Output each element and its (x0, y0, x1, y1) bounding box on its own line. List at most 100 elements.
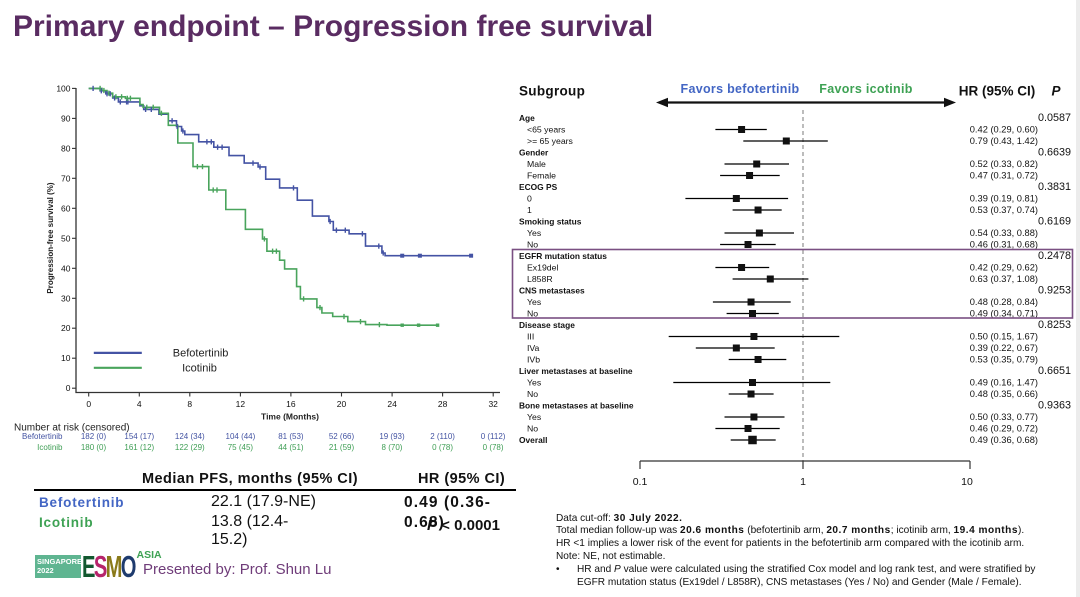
svg-text:Yes: Yes (527, 297, 542, 307)
svg-text:IVb: IVb (527, 355, 540, 365)
svg-text:180 (0): 180 (0) (81, 443, 107, 452)
svg-text:No: No (527, 389, 538, 399)
svg-text:0.42 (0.29, 0.62): 0.42 (0.29, 0.62) (970, 263, 1038, 273)
svg-text:0.46 (0.31, 0.68): 0.46 (0.31, 0.68) (970, 240, 1038, 250)
svg-text:Favors icotinib: Favors icotinib (819, 82, 912, 96)
svg-text:0 (112): 0 (112) (481, 432, 506, 441)
svg-text:No: No (527, 240, 538, 250)
svg-text:0 (78): 0 (78) (432, 443, 453, 452)
svg-text:104 (44): 104 (44) (226, 432, 256, 441)
svg-text:0.42 (0.29, 0.60): 0.42 (0.29, 0.60) (970, 125, 1038, 135)
svg-text:0.49 (0.16, 1.47): 0.49 (0.16, 1.47) (970, 378, 1038, 388)
svg-text:0.50 (0.33, 0.77): 0.50 (0.33, 0.77) (970, 412, 1038, 422)
svg-text:0: 0 (527, 194, 532, 204)
svg-text:10: 10 (961, 476, 973, 488)
svg-text:Ex19del: Ex19del (527, 263, 558, 273)
svg-text:60: 60 (61, 203, 71, 213)
svg-text:0.39 (0.19, 0.81): 0.39 (0.19, 0.81) (970, 194, 1038, 204)
svg-text:0.48 (0.28, 0.84): 0.48 (0.28, 0.84) (970, 297, 1038, 307)
svg-text:HR (95% CI): HR (95% CI) (959, 84, 1036, 99)
svg-text:Yes: Yes (527, 228, 542, 238)
svg-text:0.46 (0.29, 0.72): 0.46 (0.29, 0.72) (970, 424, 1038, 434)
svg-text:0.6651: 0.6651 (1038, 365, 1071, 377)
svg-text:Icotinib: Icotinib (37, 443, 63, 452)
svg-text:Subgroup: Subgroup (519, 84, 585, 99)
svg-text:0.48 (0.35, 0.66): 0.48 (0.35, 0.66) (970, 389, 1038, 399)
svg-text:Yes: Yes (527, 378, 542, 388)
svg-text:10: 10 (61, 353, 71, 363)
svg-text:0: 0 (66, 383, 71, 393)
svg-text:154 (17): 154 (17) (124, 432, 154, 441)
svg-text:0.9253: 0.9253 (1038, 285, 1071, 297)
svg-text:Number at risk (censored): Number at risk (censored) (14, 423, 130, 434)
svg-text:90: 90 (61, 113, 71, 123)
svg-text:Male: Male (527, 159, 546, 169)
svg-text:40: 40 (61, 263, 71, 273)
svg-text:ECOG PS: ECOG PS (519, 182, 558, 192)
svg-text:0: 0 (86, 399, 91, 409)
svg-text:20: 20 (61, 323, 71, 333)
svg-text:0.1: 0.1 (633, 476, 648, 488)
svg-text:0.79 (0.43, 1.42): 0.79 (0.43, 1.42) (970, 136, 1038, 146)
svg-text:100: 100 (56, 83, 70, 93)
svg-text:Icotinib: Icotinib (182, 363, 217, 375)
svg-text:Favors befotertinib: Favors befotertinib (681, 82, 800, 96)
svg-text:0.63 (0.37, 1.08): 0.63 (0.37, 1.08) (970, 274, 1038, 284)
svg-text:Befotertinib: Befotertinib (22, 432, 63, 441)
svg-text:0.52 (0.33, 0.82): 0.52 (0.33, 0.82) (970, 159, 1038, 169)
svg-text:0.9363: 0.9363 (1038, 400, 1071, 412)
svg-text:0.6169: 0.6169 (1038, 216, 1071, 228)
svg-text:8: 8 (187, 399, 192, 409)
svg-text:>= 65 years: >= 65 years (527, 136, 574, 146)
svg-text:182 (0): 182 (0) (81, 432, 107, 441)
svg-text:Overall: Overall (519, 435, 547, 445)
svg-text:Female: Female (527, 171, 556, 181)
svg-text:0.8253: 0.8253 (1038, 319, 1071, 331)
svg-text:0.54 (0.33, 0.88): 0.54 (0.33, 0.88) (970, 228, 1038, 238)
svg-text:Disease stage: Disease stage (519, 320, 575, 330)
svg-text:Age: Age (519, 113, 535, 123)
svg-text:Gender: Gender (519, 148, 549, 158)
svg-text:1: 1 (800, 476, 806, 488)
svg-text:12: 12 (236, 399, 246, 409)
svg-text:32: 32 (488, 399, 498, 409)
svg-text:Liver metastases at baseline: Liver metastases at baseline (519, 366, 633, 376)
svg-text:0.6639: 0.6639 (1038, 147, 1071, 159)
svg-text:0 (78): 0 (78) (483, 443, 504, 452)
svg-text:L858R: L858R (527, 274, 553, 284)
svg-text:0.3831: 0.3831 (1038, 181, 1071, 193)
svg-text:Progression-free survival (%): Progression-free survival (%) (46, 182, 55, 293)
svg-text:122 (29): 122 (29) (175, 443, 205, 452)
svg-text:CNS metastases: CNS metastases (519, 286, 585, 296)
svg-text:0.53 (0.37, 0.74): 0.53 (0.37, 0.74) (970, 205, 1038, 215)
svg-text:30: 30 (61, 293, 71, 303)
svg-text:Yes: Yes (527, 412, 542, 422)
svg-text:28: 28 (438, 399, 448, 409)
svg-text:0.2478: 0.2478 (1038, 250, 1071, 262)
svg-text:124 (34): 124 (34) (175, 432, 205, 441)
svg-text:EGFR mutation status: EGFR mutation status (519, 251, 607, 261)
svg-text:No: No (527, 424, 538, 434)
svg-text:Smoking status: Smoking status (519, 217, 582, 227)
svg-text:19 (93): 19 (93) (379, 432, 405, 441)
svg-text:8 (70): 8 (70) (382, 443, 403, 452)
svg-text:80: 80 (61, 143, 71, 153)
svg-text:0.53 (0.35, 0.79): 0.53 (0.35, 0.79) (970, 355, 1038, 365)
svg-text:16: 16 (286, 399, 296, 409)
svg-text:Befotertinib: Befotertinib (173, 348, 229, 360)
svg-text:Time (Months): Time (Months) (261, 412, 319, 422)
svg-text:III: III (527, 332, 534, 342)
svg-text:44 (51): 44 (51) (278, 443, 304, 452)
svg-text:0.0587: 0.0587 (1038, 112, 1071, 124)
svg-text:0.39 (0.22, 0.67): 0.39 (0.22, 0.67) (970, 343, 1038, 353)
svg-text:81 (53): 81 (53) (278, 432, 304, 441)
svg-text:161 (12): 161 (12) (124, 443, 154, 452)
svg-text:21 (59): 21 (59) (329, 443, 355, 452)
svg-text:P: P (1051, 84, 1061, 99)
svg-text:24: 24 (387, 399, 397, 409)
svg-text:No: No (527, 309, 538, 319)
svg-text:70: 70 (61, 173, 71, 183)
svg-text:4: 4 (137, 399, 142, 409)
svg-text:75 (45): 75 (45) (228, 443, 254, 452)
svg-text:52 (66): 52 (66) (329, 432, 355, 441)
